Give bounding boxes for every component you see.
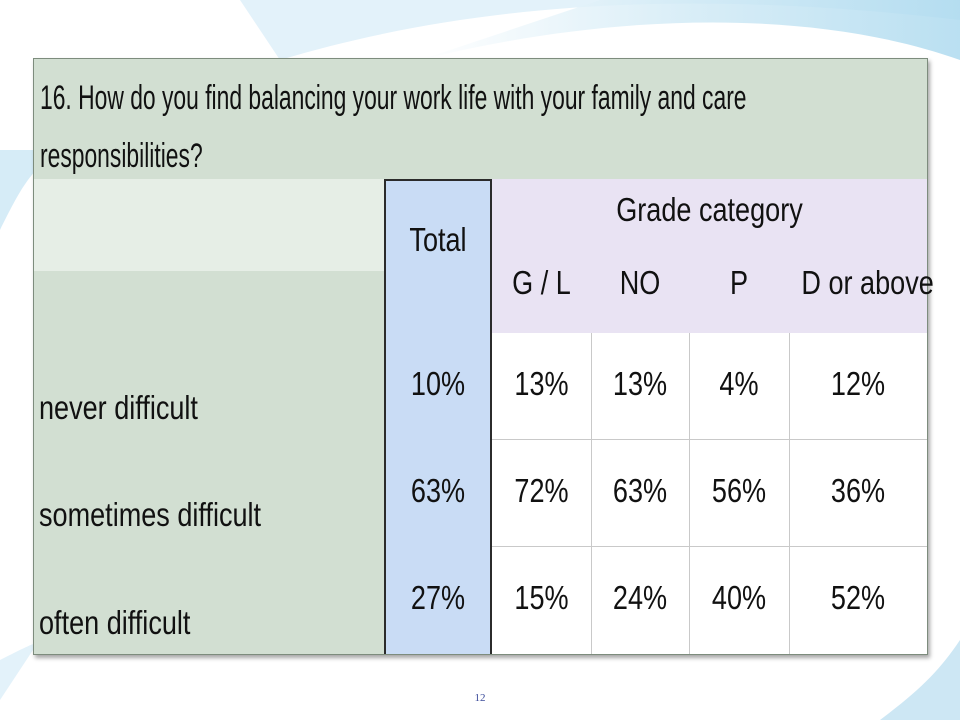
table-cell: 72%	[514, 472, 569, 509]
table-cell: 24%	[612, 579, 668, 616]
grid-line	[492, 546, 927, 547]
table-cell: 4%	[719, 365, 759, 402]
row-label-often-difficult: often difficult	[39, 604, 191, 641]
page-number: 12	[474, 692, 486, 704]
grade-header-p: P	[729, 264, 749, 301]
grade-header-gl: G / L	[512, 264, 571, 301]
grade-category-header	[492, 179, 927, 333]
survey-results-table: 16. How do you find balancing your work …	[33, 58, 934, 655]
grade-header-no: NO	[619, 264, 661, 301]
blank-header-cell	[34, 179, 384, 271]
table-cell: 12%	[830, 365, 886, 402]
table-cell: 13%	[514, 365, 569, 402]
question-header: 16. How do you find balancing your work …	[34, 59, 927, 179]
table-cell: 56%	[711, 472, 767, 509]
total-header: Total	[409, 221, 467, 258]
row-label-sometimes-difficult: sometimes difficult	[39, 496, 262, 533]
table-cell: 13%	[612, 365, 668, 402]
grid-line	[789, 333, 790, 654]
table-cell: 52%	[830, 579, 886, 616]
row-label-column	[34, 271, 384, 654]
table-cell: 63%	[612, 472, 668, 509]
grade-data-area	[492, 333, 927, 654]
row-label-never-difficult: never difficult	[39, 389, 198, 426]
grade-header-d-or-above: D or above	[801, 264, 934, 301]
grade-category-title: Grade category	[616, 191, 803, 228]
total-sometimes-difficult: 63%	[410, 472, 466, 509]
table-cell: 40%	[711, 579, 767, 616]
question-line-2: responsibilities?	[40, 137, 203, 175]
total-never-difficult: 10%	[410, 365, 466, 402]
grid-line	[689, 333, 690, 654]
table-cell: 36%	[830, 472, 886, 509]
total-often-difficult: 27%	[410, 579, 466, 616]
table-cell: 15%	[514, 579, 569, 616]
grid-line	[591, 333, 592, 654]
question-line-1: 16. How do you find balancing your work …	[40, 79, 747, 117]
total-column	[384, 179, 492, 654]
grid-line	[492, 439, 927, 440]
